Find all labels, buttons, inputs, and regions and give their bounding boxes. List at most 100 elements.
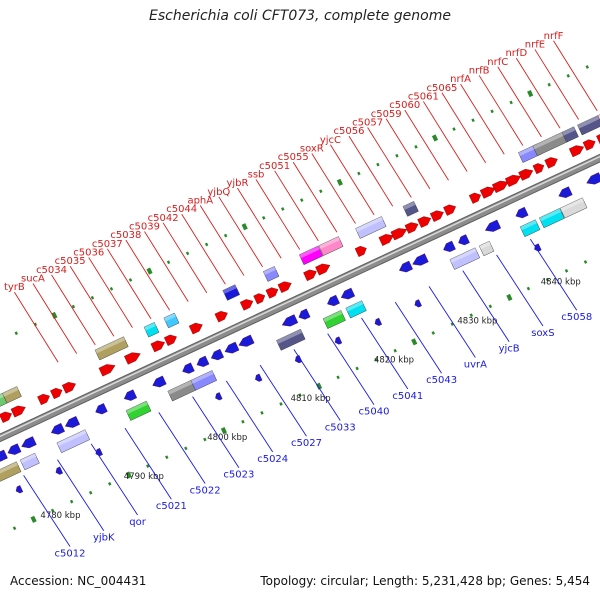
reverse-gene-arrow [123,389,138,401]
gene-leader-line [158,412,206,484]
reverse-gene-box-shine [345,300,364,312]
reverse-gene-box [322,310,346,329]
gene-leader-line [292,161,338,233]
forward-gene-arrow [315,263,331,276]
reverse-gene-box [190,370,218,391]
gene-leader-line [88,257,133,328]
forward-gene-arrow-body [37,393,50,406]
forward-gene-arrow-body [265,287,279,299]
reverse-gene-arrow-body [123,389,138,401]
reverse-gene-arrow [412,253,429,266]
reverse-gene-box [276,328,306,351]
scale-label: 4840 kbp [541,278,581,288]
map-title: Escherichia coli CFT073, complete genome [149,8,451,24]
gene-label: nrfA [450,74,471,85]
reverse-gene-arrow-body [558,186,573,198]
reverse-gene-box-body [56,429,91,454]
reverse-gene-arrow [152,375,167,388]
tick-mark [374,357,378,362]
tick-mark [336,375,340,380]
forward-gene-box [299,245,324,265]
reverse-gene-box-body [125,400,152,421]
forward-gene-box [577,115,600,136]
forward-gene-box-shine [402,201,416,210]
gene-leader-line [192,396,240,468]
gene-label: yjcB [499,344,520,355]
forward-gene-arrow [0,411,12,423]
tick-mark [395,153,399,158]
reverse-gene-box [478,240,495,257]
topology-label: Topology: circular; Length: 5,231,428 bp… [260,574,590,588]
gene-label: nrfE [525,39,545,50]
reverse-gene-arrow [210,348,225,361]
forward-gene-arrow-body [0,411,12,423]
gene-leader-line [553,40,598,112]
forward-gene-arrow [390,228,408,241]
reverse-gene-box-body [0,461,22,482]
reverse-gene-box-shine [56,429,87,447]
forward-gene-arrow-body [10,405,26,418]
forward-gene-box [355,216,387,239]
forward-gene-box-body [262,266,280,282]
reverse-gene-box-shine [520,219,537,231]
reverse-gene-arrow [182,362,195,374]
gene-label: c5022 [190,485,221,496]
reverse-gene-arrow-body [224,341,240,354]
reverse-gene-arrow-body [152,375,167,388]
forward-gene-box-shine [355,216,384,233]
reverse-gene-box-shine [276,329,303,344]
reverse-gene-box-shine [126,401,149,415]
forward-gene-arrow [124,352,141,365]
tick-mark [184,446,188,451]
tick-mark [125,471,132,479]
tick-mark [452,127,456,131]
reverse-gene-arrow-body [196,355,210,367]
tick-mark [357,171,361,176]
forward-gene-arrow-body [214,311,228,323]
reverse-gene-arrow [224,341,240,354]
reverse-gene-arrow-body [586,172,600,185]
reverse-gene-box [539,208,565,229]
reverse-gene-arrow [238,334,255,347]
forward-gene-box-body [163,312,180,329]
gene-leader-line [422,101,468,172]
tick-mark [393,348,397,353]
forward-gene-arrow-body [518,169,534,181]
reverse-gene-box-body [539,208,565,229]
gene-leader-line [404,109,449,181]
gene-label: nrfC [487,57,508,68]
forward-gene-arrow-body [354,246,367,257]
forward-gene-arrow-body [492,180,509,194]
tick-mark [506,293,513,302]
forward-gene-arrow-body [378,234,394,246]
forward-gene-box-body [222,284,240,301]
small-reverse-arrow-body [534,243,542,252]
reverse-gene-arrow-body [458,234,470,246]
reverse-gene-box-shine [449,247,477,264]
small-reverse-arrow-body [15,485,24,494]
reverse-gene-arrow-body [210,348,225,361]
forward-gene-arrow [532,163,545,175]
tick-mark [185,251,190,256]
gene-label: c5060 [389,100,420,111]
gene-leader-line [534,49,580,120]
tick-mark [220,427,227,435]
forward-gene-box-shine [163,312,177,322]
tick-mark [279,402,283,406]
forward-gene-box-body [402,201,419,217]
gene-label: c5051 [259,161,290,172]
reverse-gene-arrow-body [51,423,65,435]
gene-leader-line [90,443,138,516]
forward-gene-arrow [163,334,177,346]
reverse-gene-box-shine [0,461,19,476]
gene-leader-line [237,187,282,259]
reverse-gene-box-body [190,370,218,391]
reverse-gene-box [19,452,40,471]
forward-gene-arrow-body [544,157,558,169]
gene-label: uvrA [464,359,487,370]
forward-gene-arrow-body [150,340,165,353]
reverse-gene-arrow [515,206,529,219]
forward-gene-arrow [50,388,63,400]
forward-gene-arrow-body [163,334,177,346]
gene-leader-line [361,317,409,390]
